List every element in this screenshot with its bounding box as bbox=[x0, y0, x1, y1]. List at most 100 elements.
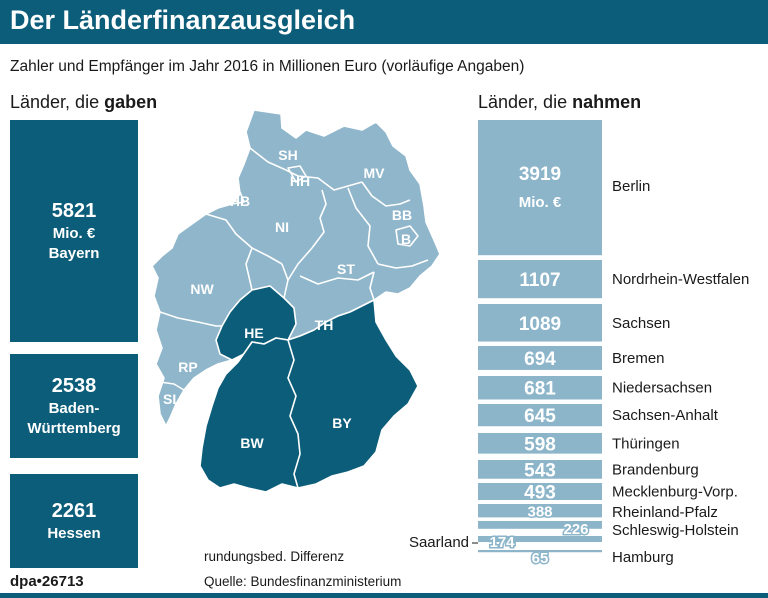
bar-value-hamburg: 65 bbox=[532, 550, 549, 567]
bar-label-schleswig-holstein: Schleswig-Holstein bbox=[612, 522, 739, 539]
border-nw-rp bbox=[159, 311, 222, 327]
receivers-heading: Länder, die nahmen bbox=[478, 92, 641, 113]
border-mv-bb bbox=[361, 181, 411, 207]
border-th-st bbox=[299, 271, 375, 285]
map-label-th: TH bbox=[315, 317, 334, 333]
border-bremen bbox=[227, 191, 245, 205]
border-nw-he bbox=[245, 247, 253, 291]
border-hamburg bbox=[287, 165, 307, 183]
bar-value-nordrhein-westfalen: 1107 bbox=[519, 270, 560, 291]
page-title: Der Länderfinanzausgleich bbox=[10, 5, 356, 35]
bar-value-berlin: 3919 bbox=[519, 164, 561, 185]
bar-label-mecklenburg-vorp-: Mecklenburg-Vorp. bbox=[612, 484, 738, 501]
bar-berlin bbox=[478, 120, 602, 256]
bar-label-berlin: Berlin bbox=[612, 178, 650, 195]
bar-saarland bbox=[478, 536, 602, 543]
border-ni-st bbox=[311, 189, 327, 249]
bar-bremen bbox=[478, 346, 602, 370]
map-label-he: HE bbox=[244, 325, 263, 341]
payer-value: 2261 bbox=[51, 500, 97, 522]
bar-label-sachsen-anhalt: Sachsen-Anhalt bbox=[612, 407, 719, 424]
map-state-south bbox=[199, 299, 419, 493]
payer-box-hessen: 2261 Hessen bbox=[10, 474, 138, 568]
border-st-bb bbox=[347, 187, 379, 265]
bar-value-sachsen-anhalt: 645 bbox=[524, 406, 556, 427]
border-th-sn bbox=[369, 271, 375, 301]
bar-niedersachsen bbox=[478, 376, 602, 400]
map-label-hb: HB bbox=[230, 193, 250, 209]
bar-value-bremen: 694 bbox=[524, 349, 556, 370]
payer-label-line1: Baden- bbox=[48, 400, 100, 417]
border-ni-th bbox=[287, 247, 313, 281]
map-label-mv: MV bbox=[364, 165, 386, 181]
bar-sachsen bbox=[478, 304, 602, 342]
bar-label-brandenburg: Brandenburg bbox=[612, 461, 699, 478]
bar-label-rheinland-pfalz: Rheinland-Pfalz bbox=[612, 504, 718, 521]
map-label-bw: BW bbox=[240, 435, 264, 451]
payers-heading-bold: gaben bbox=[104, 92, 158, 112]
bar-value-mecklenburg-vorp-: 493 bbox=[524, 483, 556, 504]
payer-unit: Mio. € bbox=[52, 225, 96, 242]
border-ni-nw bbox=[205, 213, 283, 265]
map-label-rp: RP bbox=[178, 359, 197, 375]
map-label-st: ST bbox=[337, 261, 355, 277]
bar-unit-berlin: Mio. € bbox=[519, 194, 562, 211]
payers-heading: Länder, die gaben bbox=[10, 92, 157, 113]
map-label-sh: SH bbox=[278, 147, 297, 163]
bar-value-niedersachsen: 681 bbox=[524, 379, 556, 400]
payer-value: 5821 bbox=[51, 200, 97, 222]
payer-label-line2: Württemberg bbox=[27, 420, 121, 437]
payers-heading-prefix: Länder, die bbox=[10, 92, 105, 112]
receivers-heading-prefix: Länder, die bbox=[478, 92, 573, 112]
bar-label-saarland: Saarland bbox=[409, 534, 469, 551]
map-label-bb: BB bbox=[392, 207, 412, 223]
map-label-sl: SL bbox=[163, 391, 181, 407]
header-bar: Der Länderfinanzausgleich bbox=[0, 0, 768, 44]
receivers-heading-bold: nahmen bbox=[572, 92, 642, 112]
bar-sachsen-anhalt bbox=[478, 404, 602, 427]
bar-thüringen bbox=[478, 433, 602, 454]
map-label-ni: NI bbox=[275, 219, 289, 235]
bar-value-schleswig-holstein: 226 bbox=[563, 521, 588, 538]
bottom-rule bbox=[0, 593, 768, 598]
bar-value-rheinland-pfalz: 388 bbox=[527, 504, 552, 521]
payer-label: Hessen bbox=[47, 525, 101, 542]
bar-mecklenburg-vorp- bbox=[478, 483, 602, 501]
payer-value: 2538 bbox=[51, 375, 97, 397]
map-label-nw: NW bbox=[190, 281, 214, 297]
border-sh-ni bbox=[249, 147, 299, 177]
border-berlin bbox=[395, 225, 419, 247]
map-label-sn: SN bbox=[396, 305, 415, 321]
border-sn-bb bbox=[377, 259, 429, 269]
payer-box-baden-wuerttemberg: 2538 Baden- Württemberg bbox=[10, 354, 138, 458]
bar-label-niedersachsen: Niedersachsen bbox=[612, 380, 712, 397]
map-label-hh: HH bbox=[290, 173, 310, 189]
bar-value-brandenburg: 543 bbox=[524, 460, 556, 481]
bar-label-hamburg: Hamburg bbox=[612, 549, 674, 566]
bar-brandenburg bbox=[478, 460, 602, 479]
bar-hamburg bbox=[478, 550, 602, 553]
bar-value-sachsen: 1089 bbox=[519, 314, 561, 335]
agency-logo: dpa•26713 bbox=[10, 573, 84, 590]
source-note: Quelle: Bundesfinanzministerium bbox=[204, 574, 402, 589]
map-label-by: BY bbox=[332, 415, 352, 431]
bar-rheinland-pfalz bbox=[478, 504, 602, 518]
bar-label-sachsen: Sachsen bbox=[612, 315, 670, 332]
bar-value-thüringen: 598 bbox=[524, 434, 556, 455]
border-bw-by bbox=[287, 339, 301, 489]
border-ni-mv bbox=[297, 175, 363, 191]
map-label-b: B bbox=[401, 231, 411, 247]
bar-nordrhein-westfalen bbox=[478, 260, 602, 299]
subtitle: Zahler und Empfänger im Jahr 2016 in Mil… bbox=[10, 58, 525, 75]
bar-label-bremen: Bremen bbox=[612, 350, 665, 367]
bar-label-nordrhein-westfalen: Nordrhein-Westfalen bbox=[612, 271, 749, 288]
payer-box-bayern: 5821 Mio. € Bayern bbox=[10, 120, 138, 342]
bar-value-saarland: 174 bbox=[489, 534, 515, 551]
bar-schleswig-holstein bbox=[478, 521, 602, 529]
rounding-note: rundungsbed. Differenz bbox=[204, 549, 345, 564]
payer-label: Bayern bbox=[48, 245, 100, 262]
bar-label-thüringen: Thüringen bbox=[612, 435, 680, 452]
